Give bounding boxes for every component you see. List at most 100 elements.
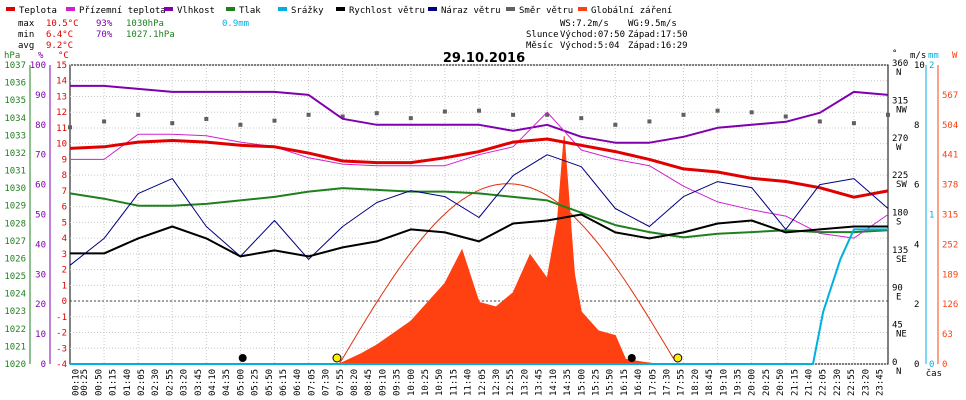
x-tick-label: 07:30 [322, 369, 332, 396]
wind-dir-tick-label: 360 [892, 59, 908, 69]
legend-swatch [336, 7, 345, 11]
series-line-teplota [69, 137, 889, 199]
x-tick-label: 10:00 [407, 369, 417, 396]
pressure-tick-label: 1034 [4, 114, 26, 124]
x-tick-label: 13:45 [535, 369, 545, 396]
sunset-text: Západ:17:50 [628, 30, 688, 40]
legend-label: Teplota [19, 6, 57, 16]
x-tick-label: 06:15 [279, 369, 289, 396]
wind-direction-point [204, 116, 209, 121]
stats-min-temp: 6.4°C [46, 30, 73, 40]
wind-dir-tick-label: 45 [892, 321, 903, 331]
moonrise-text: Východ:5:04 [560, 41, 620, 51]
legend-label: Náraz větru [441, 6, 501, 16]
x-tick-label: 15:50 [606, 369, 616, 396]
x-tick-label: 02:05 [137, 369, 147, 396]
humidity-tick-label: 100 [30, 61, 46, 71]
legend: Teplota Přízemní teplota Vlhkost Tlak Srážky… [6, 6, 672, 16]
wind-dir-tick-label: 315 [892, 96, 908, 106]
temperature-tick-label: 4 [62, 234, 67, 244]
legend-swatch [164, 7, 173, 11]
wind-direction-point [613, 122, 618, 127]
wind-dir-name: S [896, 218, 901, 228]
legend-swatch [578, 7, 587, 11]
wind-wg: WG:9.5m/s [628, 19, 677, 29]
x-tick-label: 19:35 [733, 369, 743, 396]
wind-dir-name: SW [896, 180, 907, 190]
pressure-tick-label: 1036 [4, 79, 26, 89]
wind-dir-name: N [896, 367, 901, 377]
x-tick-label: 15:25 [591, 369, 601, 396]
wind-dir-name: NE [896, 330, 907, 340]
series-layer [68, 84, 890, 365]
radiation-tick-label: 189 [942, 270, 958, 280]
x-tick-label: 16:40 [634, 369, 644, 396]
x-tick-label: 14:35 [563, 369, 573, 396]
pressure-tick-label: 1030 [4, 184, 26, 194]
wind-dir-tick-label: 90 [892, 283, 903, 293]
radiation-tick-label: 126 [942, 300, 958, 310]
pressure-tick-label: 1029 [4, 202, 26, 212]
unit-pct: % [38, 51, 44, 61]
x-tick-label: 18:45 [705, 369, 715, 396]
stats-max-label: max [18, 19, 35, 29]
sunrise-marker [332, 353, 342, 363]
temperature-tick-label: 15 [56, 61, 67, 71]
temperature-tick-label: -2 [56, 329, 67, 339]
legend-label: Globální záření [591, 6, 672, 16]
x-tick-label: 23:20 [861, 369, 871, 396]
moon-label: Měsíc [526, 41, 553, 51]
temperature-tick-label: 1 [62, 281, 67, 291]
stats-avg-label: avg [18, 41, 34, 51]
x-tick-label: 02:55 [165, 369, 175, 396]
wind-direction-point [545, 112, 550, 117]
x-tick-label: 00:25 [80, 369, 90, 396]
wind-direction-point [408, 116, 413, 121]
wind-dir-tick-label: 180 [892, 209, 908, 219]
unit-deg: ° [892, 49, 897, 59]
radiation-tick-label: 63 [942, 330, 953, 340]
wind-direction-point [511, 112, 516, 117]
x-tick-label: 15:00 [577, 369, 587, 396]
legend-label: Přízemní teplota [79, 6, 166, 16]
rain-tick-label: 2 [929, 61, 934, 71]
wind-direction-point [715, 108, 720, 113]
temperature-tick-label: -3 [56, 344, 67, 354]
unit-degc: °C [58, 51, 69, 61]
wind-dir-name: N [896, 68, 901, 78]
x-tick-label: 20:25 [762, 369, 772, 396]
stats-max-rain: 0.9mm [222, 19, 249, 29]
humidity-tick-label: 20 [35, 300, 46, 310]
x-tick-label: 14:10 [549, 369, 559, 396]
wind-dir-tick-label: 270 [892, 134, 908, 144]
x-tick-label: 10:25 [421, 369, 431, 396]
wind-direction-point [170, 121, 175, 126]
pressure-tick-label: 1028 [4, 219, 26, 229]
pressure-tick-label: 1025 [4, 272, 26, 282]
legend-label: Vlhkost [177, 6, 215, 16]
unit-mm: mm [928, 51, 939, 61]
stats-avg-temp: 9.2°C [46, 41, 73, 51]
x-tick-label: 17:30 [662, 369, 672, 396]
series-line-p-zemn-teplota [70, 111, 889, 239]
humidity-tick-label: 0 [41, 360, 46, 370]
chart-title: 29.10.2016 [443, 51, 525, 66]
wind-speed-tick-label: 0 [914, 360, 919, 370]
x-tick-label: 08:45 [364, 369, 374, 396]
x-tick-label: 00:10 [72, 369, 82, 396]
humidity-tick-label: 10 [35, 330, 46, 340]
rain-tick-label: 0 [929, 360, 934, 370]
x-tick-label: 12:05 [478, 369, 488, 396]
temperature-tick-label: 10 [56, 140, 67, 150]
x-tick-label: 13:20 [520, 369, 530, 396]
x-tick-label: 07:05 [307, 369, 317, 396]
rain-tick-label: 1 [929, 211, 934, 221]
x-tick-label: 03:20 [180, 369, 190, 396]
x-tick-label: 04:35 [222, 369, 232, 396]
x-tick-label: 16:15 [620, 369, 630, 396]
legend-swatch [6, 7, 15, 11]
temperature-tick-label: 5 [62, 218, 67, 228]
x-tick-label: 21:40 [804, 369, 814, 396]
wind-direction-point [817, 119, 822, 124]
